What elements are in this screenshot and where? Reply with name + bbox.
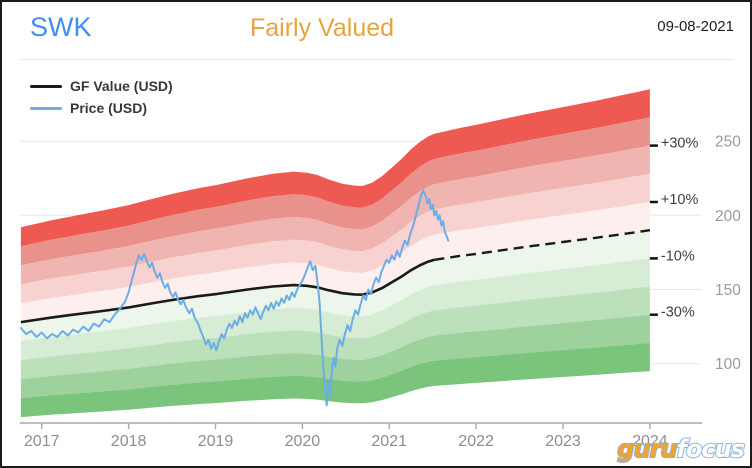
x-axis: 2017 2018 2019 2020 2021 2022 2023 2024 — [20, 422, 702, 450]
x-axis-label: 2019 — [198, 433, 234, 450]
y-axis-label: 150 — [715, 282, 741, 299]
legend-item-price[interactable]: Price (USD) — [30, 97, 173, 119]
valuation-band — [20, 258, 650, 361]
price-line-swatch — [30, 106, 62, 110]
valuation-band — [20, 342, 650, 418]
ticker-symbol[interactable]: SWK — [30, 12, 92, 42]
x-axis-label: 2023 — [545, 433, 581, 450]
valuation-band — [20, 286, 650, 380]
gurufocus-logo[interactable]: gurufocus — [616, 435, 746, 463]
valuation-band — [20, 230, 650, 342]
gf-value-line — [20, 258, 435, 324]
x-axis-label: 2020 — [285, 433, 321, 450]
y-axis-label: 100 — [715, 356, 741, 373]
band-label: +10% — [661, 192, 699, 208]
gurufocus-logo-focus: focus — [675, 435, 746, 463]
price-line — [19, 189, 450, 407]
band-label: -30% — [661, 305, 695, 321]
band-label: +30% — [661, 136, 699, 152]
x-axis-label: 2017 — [24, 433, 60, 450]
band-percentage-labels: +30% +10% -10% -30% — [649, 136, 699, 321]
x-axis-label: 2022 — [458, 433, 494, 450]
valuation-status: Fairly Valued — [250, 14, 395, 42]
x-axis-label: 2018 — [111, 433, 147, 450]
legend-label-price: Price (USD) — [70, 100, 148, 116]
valuation-band — [20, 202, 650, 323]
y-axis-label: 200 — [715, 208, 741, 225]
valuation-band — [20, 117, 650, 266]
valuation-band — [20, 314, 650, 399]
valuation-band — [20, 89, 650, 247]
chart-date: 09-08-2021 — [657, 18, 734, 35]
y-axis-labels: 100 150 200 250 — [715, 134, 741, 374]
chart-legend: GF Value (USD) Price (USD) — [30, 75, 173, 119]
gurufocus-logo-guru: guru — [616, 435, 678, 463]
valuation-bands — [20, 89, 650, 418]
header-divider — [20, 59, 734, 60]
gf-value-line-swatch — [30, 84, 62, 88]
gf-value-line-projected — [434, 229, 651, 261]
x-axis-label: 2024 — [632, 433, 668, 450]
x-axis-label: 2021 — [371, 433, 407, 450]
valuation-band — [20, 173, 650, 304]
band-label: -10% — [661, 248, 695, 264]
legend-item-gf-value[interactable]: GF Value (USD) — [30, 75, 173, 97]
legend-label-gf-value: GF Value (USD) — [70, 78, 173, 94]
valuation-band — [20, 145, 650, 285]
y-axis-label: 250 — [715, 134, 741, 151]
